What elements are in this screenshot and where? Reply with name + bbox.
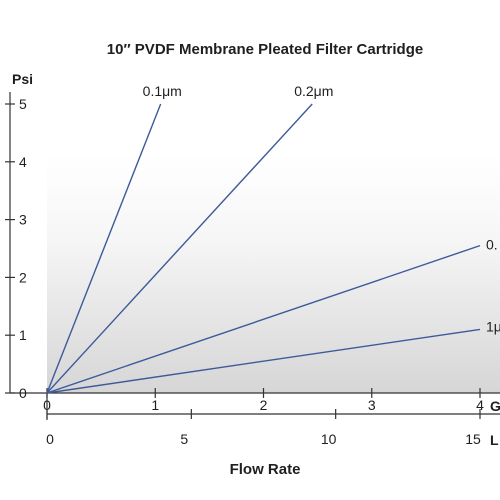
x-tick-label-l-1: 5 <box>180 431 188 447</box>
y-ticks: 0 1 2 3 4 5 <box>5 96 27 401</box>
x-tick-label-l-3: 15 <box>465 431 481 447</box>
x-unit-label-upper: G <box>490 398 500 414</box>
y-tick-label-4: 4 <box>19 154 27 170</box>
series-lines: 0.1μm 0.2μm 0. 1μ <box>46 83 500 394</box>
x-unit-label-lower: L <box>490 432 499 448</box>
y-tick-label-3: 3 <box>19 212 27 228</box>
y-tick-label-5: 5 <box>19 96 27 112</box>
series-line-3 <box>46 328 481 394</box>
plot-background <box>47 155 500 393</box>
x-tick-label-g-0: 0 <box>43 397 51 413</box>
chart-title: 10″ PVDF Membrane Pleated Filter Cartrid… <box>107 41 423 58</box>
y-axis-label: Psi <box>12 71 33 87</box>
x-tick-label-g-2: 2 <box>260 397 268 413</box>
y-tick-label-1: 1 <box>19 327 27 343</box>
y-tick-label-2: 2 <box>19 269 27 285</box>
series-label-0: 0.1μm <box>143 83 182 99</box>
x-ticks: 0 1 2 3 4 G 0 5 10 15 L <box>43 388 500 448</box>
x-tick-label-g-1: 1 <box>151 397 159 413</box>
x-tick-label-l-0: 0 <box>46 431 54 447</box>
x-tick-label-g-4: 4 <box>476 397 484 413</box>
series-label-1: 0.2μm <box>294 83 333 99</box>
series-label-3: 1μ <box>486 318 500 334</box>
series-line-2 <box>46 244 481 394</box>
series-label-2: 0. <box>486 237 498 253</box>
series-line-1 <box>46 103 313 394</box>
x-axis-label: Flow Rate <box>230 461 301 478</box>
series-line-0 <box>46 103 162 394</box>
y-tick-label-0: 0 <box>19 385 27 401</box>
x-tick-label-l-2: 10 <box>321 431 337 447</box>
x-tick-label-g-3: 3 <box>368 397 376 413</box>
